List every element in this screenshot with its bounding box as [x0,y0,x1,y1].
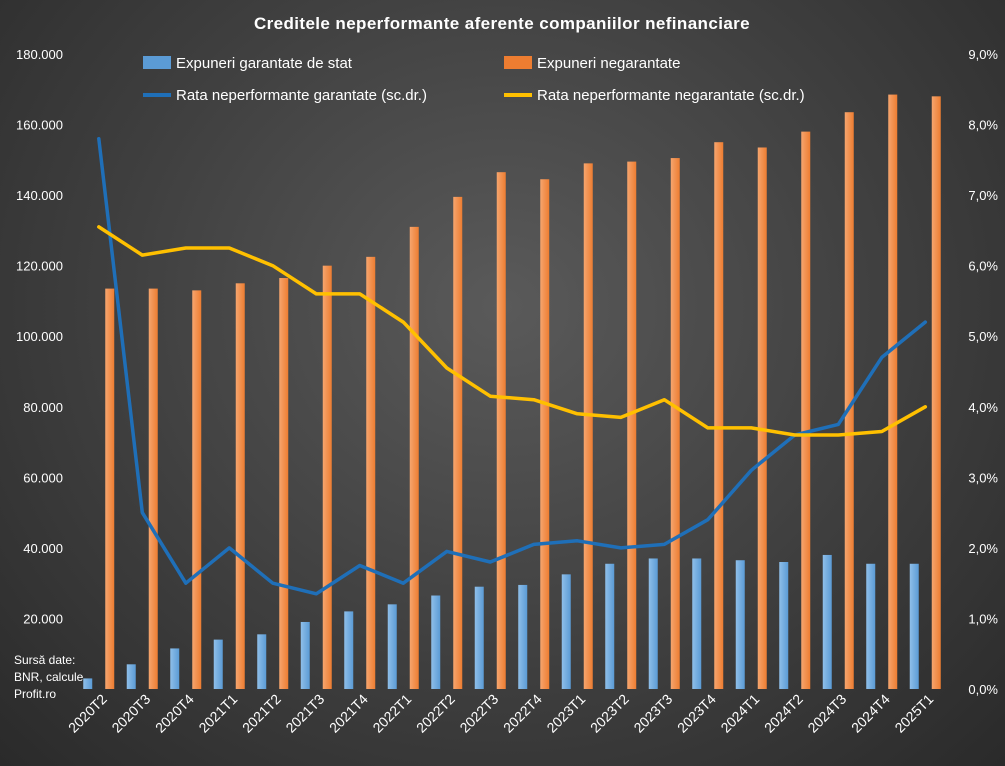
x-tick-label: 2023T2 [587,691,632,736]
legend-label-unguaranteed-rate: Rata neperformante negarantate (sc.dr.) [537,87,805,104]
bar-unguaranteed-2024T4 [888,94,898,689]
bar-guaranteed-2021T3 [300,621,310,689]
x-axis: 2020T22020T32020T42021T12021T22021T32021… [65,691,937,736]
bar-unguaranteed-2023T1 [583,163,593,690]
y-right-tick-label: 7,0% [968,188,998,203]
bar-guaranteed-2022T2 [431,595,441,689]
bar-unguaranteed-2022T2 [453,196,463,689]
y-right-tick-label: 2,0% [968,541,998,556]
x-tick-label: 2024T3 [804,691,849,736]
line-guaranteed-rate [97,136,928,596]
bar-guaranteed-2023T4 [692,558,702,689]
bar-unguaranteed-2023T3 [670,158,680,689]
bar-unguaranteed-2020T2 [105,288,115,689]
legend-label-guaranteed-bars: Expuneri garantate de stat [176,55,353,72]
bar-unguaranteed-2020T4 [192,290,202,689]
bar-unguaranteed-2022T4 [540,179,550,689]
y-right-tick-label: 0,0% [968,682,998,697]
x-tick-label: 2022T1 [369,691,414,736]
y-left-tick-label: 120.000 [16,259,63,274]
bar-guaranteed-2022T4 [518,584,528,689]
bar-unguaranteed-2023T2 [627,161,637,689]
x-tick-label: 2022T4 [500,691,545,736]
bar-unguaranteed-2021T3 [322,265,332,689]
bar-guaranteed-2023T3 [648,558,658,689]
source-line-3: Profit.ro [14,687,56,701]
bar-guaranteed-2024T3 [822,554,832,689]
source-line-2: BNR, calcule [14,670,84,684]
bar-guaranteed-2023T1 [561,574,571,689]
x-tick-label: 2022T3 [456,691,501,736]
y-left-tick-label: 180.000 [16,47,63,62]
y-left-tick-label: 160.000 [16,118,63,133]
x-tick-label: 2024T1 [717,691,762,736]
y-right-tick-label: 6,0% [968,259,998,274]
bar-guaranteed-2023T2 [605,563,615,689]
bar-guaranteed-2021T2 [257,634,267,689]
x-tick-label: 2024T2 [761,691,806,736]
bar-guaranteed-2022T3 [474,586,484,689]
line-unguaranteed-rate [97,225,928,437]
source-note: Sursă date: BNR, calcule Profit.ro [14,653,84,701]
x-tick-label: 2023T1 [543,691,588,736]
y-left-tick-label: 80.000 [23,400,63,415]
bar-guaranteed-2020T2 [83,678,93,689]
x-tick-label: 2021T3 [282,691,327,736]
bar-unguaranteed-2022T3 [496,172,506,690]
bar-unguaranteed-2022T1 [409,226,419,689]
x-tick-label: 2021T1 [195,691,240,736]
bar-guaranteed-2024T1 [735,560,745,689]
x-tick-label: 2021T4 [326,691,371,736]
y-left-tick-label: 100.000 [16,329,63,344]
x-tick-label: 2023T4 [674,691,719,736]
y-left-tick-label: 20.000 [23,611,63,626]
y-right-tick-label: 3,0% [968,470,998,485]
bar-unguaranteed-2021T1 [235,283,245,689]
bar-guaranteed-2022T1 [387,604,397,689]
bar-unguaranteed-2023T4 [714,142,724,689]
bar-unguaranteed-2020T3 [148,288,158,689]
bar-guaranteed-2020T3 [126,664,136,689]
bar-unguaranteed-2021T2 [279,278,289,689]
x-tick-label: 2025T1 [891,691,936,736]
lines [97,136,928,596]
bar-guaranteed-2020T4 [170,648,180,689]
x-tick-label: 2024T4 [848,691,893,736]
bar-guaranteed-2021T4 [344,611,354,689]
legend-label-guaranteed-rate: Rata neperformante garantate (sc.dr.) [176,87,427,104]
chart-title: Creditele neperformante aferente compani… [254,14,750,33]
x-tick-label: 2023T3 [630,691,675,736]
bars [83,94,941,690]
y-left-tick-label: 140.000 [16,188,63,203]
bar-unguaranteed-2025T1 [931,96,941,690]
y-left-tick-label: 40.000 [23,541,63,556]
legend-swatch-guaranteed-bars [143,56,171,69]
legend: Expuneri garantate de stat Expuneri nega… [143,55,805,104]
y-right-tick-label: 8,0% [968,118,998,133]
x-tick-label: 2020T4 [152,691,197,736]
y-right-tick-label: 5,0% [968,329,998,344]
x-tick-label: 2020T2 [65,691,110,736]
x-tick-label: 2021T2 [239,691,284,736]
bar-guaranteed-2021T1 [213,639,223,689]
bar-unguaranteed-2024T2 [801,131,811,690]
bar-guaranteed-2024T4 [866,563,876,689]
bar-guaranteed-2025T1 [909,563,919,689]
legend-swatch-unguaranteed-bars [504,56,532,69]
bar-guaranteed-2024T2 [779,562,789,689]
y-axis-left: 20.000 40.000 60.000 80.000 100.000 120.000 14… [16,47,63,626]
y-right-tick-label: 9,0% [968,47,998,62]
legend-label-unguaranteed-bars: Expuneri negarantate [537,55,680,72]
source-line-1: Sursă date: [14,653,75,667]
x-tick-label: 2022T2 [413,691,458,736]
bar-unguaranteed-2024T3 [844,112,854,690]
bar-unguaranteed-2021T4 [366,256,376,689]
y-axis-right: 0,0% 1,0% 2,0% 3,0% 4,0% 5,0% 6,0% 7,0% 8,0% 9,0% [968,47,998,697]
x-tick-label: 2020T3 [108,691,153,736]
bar-unguaranteed-2024T1 [757,147,767,690]
y-right-tick-label: 1,0% [968,611,998,626]
y-right-tick-label: 4,0% [968,400,998,415]
y-left-tick-label: 60.000 [23,470,63,485]
